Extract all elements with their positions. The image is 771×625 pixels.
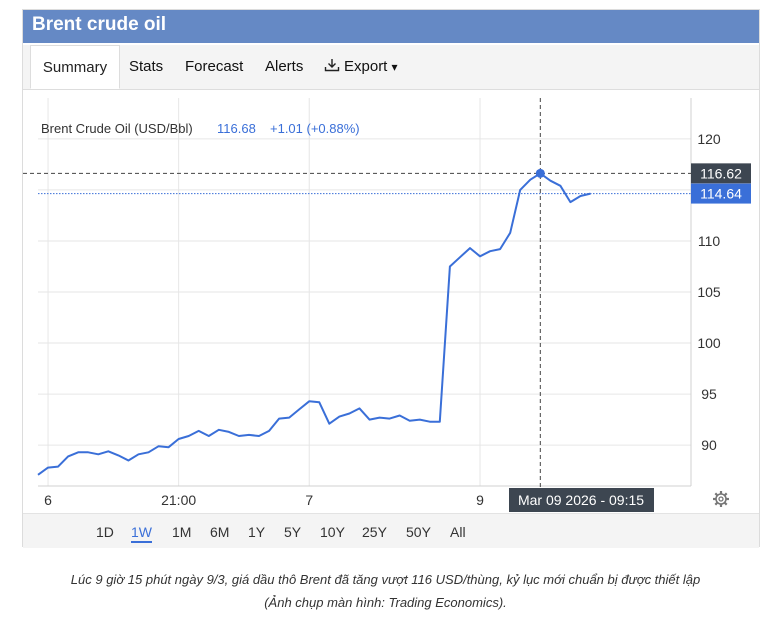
range-button-1w[interactable]: 1W bbox=[131, 524, 152, 543]
download-icon bbox=[324, 45, 340, 89]
crosshair-point bbox=[535, 168, 545, 178]
tab-summary[interactable]: Summary bbox=[30, 45, 120, 89]
x-tick-label: 9 bbox=[476, 492, 484, 508]
crosshair-y-label: 116.62 bbox=[700, 165, 742, 181]
legend-series-name: Brent Crude Oil (USD/Bbl) bbox=[41, 121, 193, 136]
gear-icon[interactable] bbox=[713, 491, 729, 507]
chevron-down-icon: ▾ bbox=[391, 60, 398, 74]
y-tick-label: 90 bbox=[701, 437, 717, 453]
legend-change: +1.01 (+0.88%) bbox=[270, 121, 360, 136]
range-button-50y[interactable]: 50Y bbox=[406, 524, 431, 540]
range-button-1m[interactable]: 1M bbox=[172, 524, 192, 540]
range-button-6m[interactable]: 6M bbox=[210, 524, 230, 540]
last-price-label: 114.64 bbox=[700, 186, 742, 202]
y-tick-label: 110 bbox=[698, 233, 721, 249]
legend-value: 116.68 bbox=[217, 121, 256, 136]
figure-caption: Lúc 9 giờ 15 phút ngày 9/3, giá dầu thô … bbox=[0, 568, 771, 614]
range-button-5y[interactable]: 5Y bbox=[284, 524, 302, 540]
crosshair-y-badge: 116.62 bbox=[691, 163, 751, 184]
chart-widget: Brent crude oil Summary Stats Forecast A… bbox=[22, 9, 760, 548]
time-range-bar: 1D 1W 1M 6M 1Y 5Y 10Y 25Y 50Y All bbox=[23, 513, 759, 548]
last-price-badge: 114.64 bbox=[691, 183, 751, 204]
caption-line-2: (Ảnh chụp màn hình: Trading Economics). bbox=[264, 595, 507, 610]
tab-stats[interactable]: Stats bbox=[129, 58, 164, 75]
x-tick-label: 6 bbox=[44, 492, 52, 508]
range-button-10y[interactable]: 10Y bbox=[320, 524, 345, 540]
caption-line-1: Lúc 9 giờ 15 phút ngày 9/3, giá dầu thô … bbox=[70, 572, 701, 587]
y-tick-label: 120 bbox=[697, 131, 721, 147]
range-button-25y[interactable]: 25Y bbox=[362, 524, 387, 540]
crosshair-x-badge: Mar 09 2026 - 09:15 bbox=[509, 488, 654, 512]
range-button-1y[interactable]: 1Y bbox=[248, 524, 266, 540]
price-chart[interactable]: 90 95 100 105 110 120 6 21:00 7 9 Brent Crude Oil… bbox=[23, 10, 759, 513]
y-tick-label: 100 bbox=[697, 335, 721, 351]
x-tick-label: 7 bbox=[305, 492, 313, 508]
title-bar: Brent crude oil bbox=[23, 10, 759, 43]
tab-export[interactable]: Export ▾ bbox=[324, 45, 398, 89]
range-button-1d[interactable]: 1D bbox=[96, 524, 114, 540]
tab-bar: Summary Stats Forecast Alerts Export ▾ bbox=[23, 45, 759, 90]
price-series-line bbox=[37, 172, 591, 476]
range-button-all[interactable]: All bbox=[450, 524, 466, 540]
page-title: Brent crude oil bbox=[32, 14, 167, 35]
export-label: Export bbox=[344, 58, 388, 75]
y-tick-label: 95 bbox=[701, 386, 717, 402]
crosshair-x-label: Mar 09 2026 - 09:15 bbox=[518, 492, 644, 508]
x-tick-label: 21:00 bbox=[161, 492, 196, 508]
tab-alerts[interactable]: Alerts bbox=[265, 58, 304, 75]
tab-forecast[interactable]: Forecast bbox=[185, 58, 244, 75]
y-tick-label: 105 bbox=[697, 284, 721, 300]
